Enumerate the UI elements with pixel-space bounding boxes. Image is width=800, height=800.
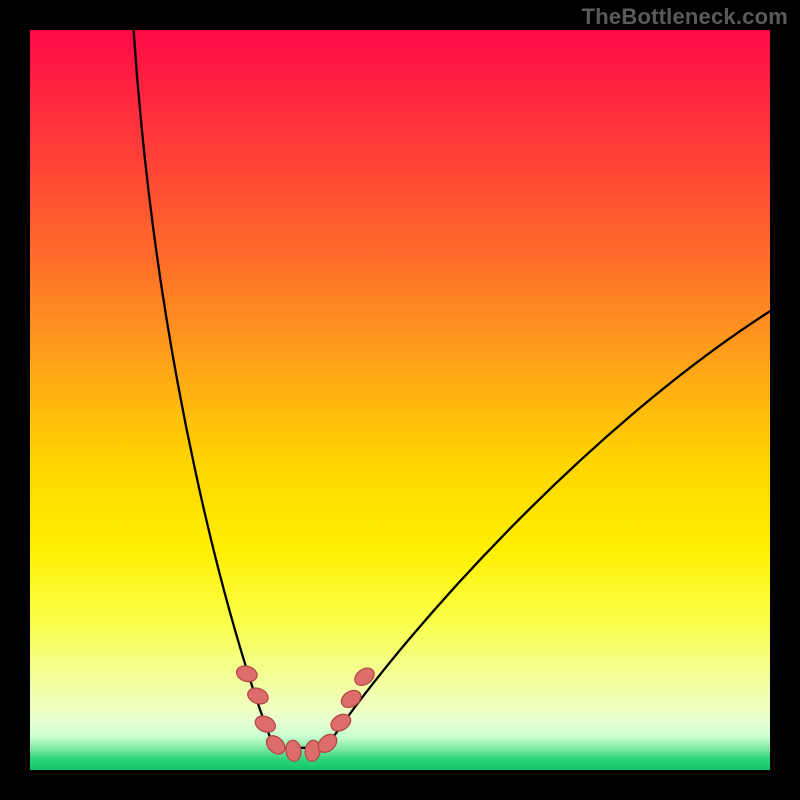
watermark-text: TheBottleneck.com xyxy=(582,4,788,30)
bottleneck-chart xyxy=(30,30,770,770)
chart-svg xyxy=(30,30,770,770)
chart-root: TheBottleneck.com xyxy=(0,0,800,800)
gradient-background xyxy=(30,30,770,770)
